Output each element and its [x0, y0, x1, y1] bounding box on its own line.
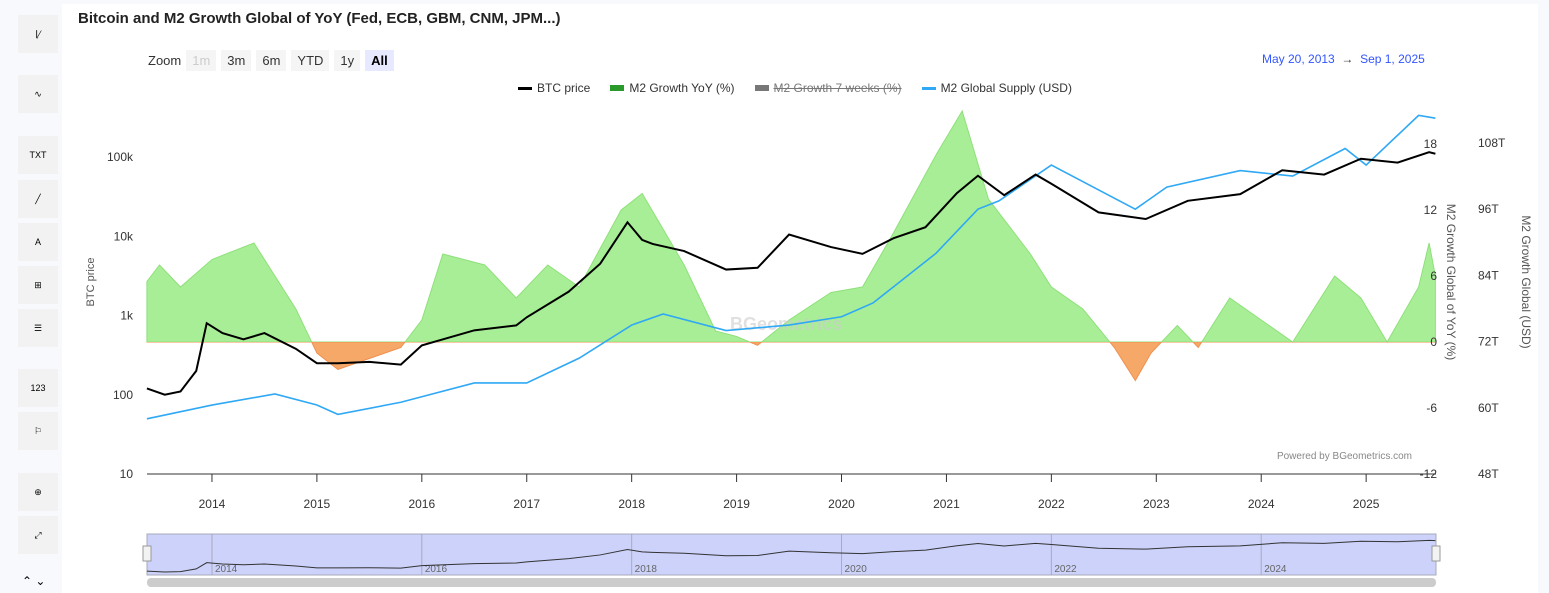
- zoom-6m-button[interactable]: 6m: [256, 50, 287, 71]
- y-left-title: BTC price: [85, 258, 97, 307]
- line-tool-button[interactable]: ╱: [18, 180, 58, 218]
- y-right2-tick-label: 96T: [1478, 202, 1499, 216]
- y-right1-tick-label: -12: [1420, 467, 1438, 481]
- zoom-1m-button[interactable]: 1m: [186, 50, 217, 71]
- m2-yoy-negative-area: [146, 342, 1436, 382]
- legend-label: M2 Global Supply (USD): [940, 81, 1072, 95]
- x-tick-label: 2017: [513, 497, 540, 511]
- navigator-tick-label: 2014: [215, 564, 238, 575]
- btc-price-line: [146, 151, 1436, 396]
- navigator-tick-label: 2018: [635, 564, 658, 575]
- legend-label: M2 Growth 7 weeks (%): [773, 81, 902, 95]
- fibonacci-button[interactable]: ☰: [18, 309, 58, 347]
- navigator-selection: [146, 533, 1437, 576]
- x-tick-label: 2014: [199, 497, 226, 511]
- x-tick-label: 2015: [304, 497, 331, 511]
- chart-title: Bitcoin and M2 Growth Global of YoY (Fed…: [78, 10, 561, 27]
- y-right2-title: M2 Growth Global (USD): [1519, 215, 1533, 348]
- navigator-series: [146, 539, 1436, 573]
- y-right2-tick-label: 60T: [1478, 401, 1499, 415]
- lines-icon: ∿: [34, 88, 42, 99]
- triangle-icon: A: [34, 237, 41, 247]
- m2-yoy-positive-area: [146, 109, 1436, 342]
- indicator-icon: ⌊⁄: [35, 28, 41, 39]
- txt-icon: TXT: [29, 150, 47, 160]
- crosshair-icon: ⊞: [34, 279, 42, 290]
- x-tick-label: 2020: [828, 497, 855, 511]
- vertical-counter-button[interactable]: 123: [18, 369, 58, 407]
- x-tick-label: 2019: [723, 497, 750, 511]
- indicators-button[interactable]: ⌊⁄: [18, 15, 58, 53]
- zoom-ytd-button[interactable]: YTD: [291, 50, 330, 71]
- m2-supply-line: [146, 114, 1436, 420]
- x-tick-label: 2016: [408, 497, 435, 511]
- navigator-tick-label: 2020: [845, 564, 868, 575]
- legend-btc[interactable]: BTC price: [518, 81, 590, 95]
- y-right2-tick-label: 84T: [1478, 268, 1499, 282]
- date-range: May 20, 2013 → Sep 1, 2025: [1262, 52, 1425, 66]
- x-tick-label: 2021: [933, 497, 960, 511]
- y-left-tick-label: 10k: [114, 229, 134, 243]
- y-right2-tick-label: 108T: [1478, 136, 1506, 150]
- range-selector: Zoom 1m 3m 6m YTD 1y All: [148, 50, 394, 71]
- compare-button[interactable]: ∿: [18, 75, 58, 113]
- legend-m2-7w[interactable]: M2 Growth 7 weeks (%): [754, 81, 902, 95]
- legend-m2-supply[interactable]: M2 Global Supply (USD): [921, 81, 1072, 95]
- y-left-tick-label: 1k: [120, 309, 134, 323]
- navigator-tick-label: 2016: [425, 564, 448, 575]
- y-left-tick-label: 100k: [107, 150, 134, 164]
- counter-icon: 123: [30, 383, 46, 393]
- navigator-tick-label: 2022: [1054, 564, 1077, 575]
- x-tick-label: 2024: [1248, 497, 1275, 511]
- zoom-icon: ⊕: [34, 486, 42, 497]
- zoom-1y-button[interactable]: 1y: [334, 50, 361, 71]
- flag-button[interactable]: ⚐: [18, 412, 58, 450]
- legend-m2-yoy[interactable]: M2 Growth YoY (%): [610, 81, 735, 95]
- chart-panel: [62, 4, 1538, 593]
- y-right2-tick-label: 72T: [1478, 335, 1499, 349]
- toolbar-scroll[interactable]: ⌃ ⌄: [22, 574, 46, 588]
- y-right1-tick-label: 18: [1424, 137, 1438, 151]
- y-right1-tick-label: 6: [1430, 269, 1437, 283]
- legend-label: M2 Growth YoY (%): [629, 81, 735, 95]
- line-icon: ╱: [35, 193, 41, 204]
- legend: BTC price M2 Growth YoY (%) M2 Growth 7 …: [518, 81, 1072, 95]
- triangle-tool-button[interactable]: A: [18, 223, 58, 261]
- range-to-input[interactable]: Sep 1, 2025: [1360, 52, 1425, 66]
- zoom-label: Zoom: [148, 53, 182, 68]
- navigator-tick-label: 2024: [1264, 564, 1287, 575]
- zoom-3m-button[interactable]: 3m: [221, 50, 252, 71]
- credits: Powered by BGeometrics.com: [1277, 451, 1412, 462]
- y-right1-tick-label: 12: [1424, 203, 1438, 217]
- y-right1-title: M2 Growth Global of YoY (%): [1444, 204, 1458, 361]
- navigator-handle-left[interactable]: [142, 545, 152, 562]
- fullscreen-button[interactable]: ⤢: [18, 516, 58, 554]
- grid-lines-icon: ☰: [33, 322, 43, 333]
- y-left-tick-label: 10: [120, 467, 134, 481]
- x-tick-label: 2022: [1038, 497, 1065, 511]
- y-right1-tick-label: -6: [1426, 401, 1437, 415]
- navigator-scrollbar[interactable]: [147, 578, 1436, 587]
- text-annotation-button[interactable]: TXT: [18, 136, 58, 174]
- x-tick-label: 2023: [1143, 497, 1170, 511]
- zoom-all-button[interactable]: All: [365, 50, 394, 71]
- y-right1-tick-label: 0: [1430, 335, 1437, 349]
- x-tick-label: 2018: [618, 497, 645, 511]
- legend-label: BTC price: [537, 81, 591, 95]
- watermark: BGeometrics: [730, 314, 842, 334]
- y-right2-tick-label: 48T: [1478, 467, 1499, 481]
- zoom-change-button[interactable]: ⊕: [18, 473, 58, 511]
- fullscreen-icon: ⤢: [34, 529, 42, 540]
- measure-button[interactable]: ⊞: [18, 266, 58, 304]
- range-from-input[interactable]: May 20, 2013: [1262, 52, 1335, 66]
- flag-icon: ⚐: [33, 425, 43, 436]
- range-arrow: →: [1341, 52, 1354, 66]
- y-left-tick-label: 100: [113, 388, 133, 402]
- x-tick-label: 2025: [1353, 497, 1380, 511]
- navigator-handle-right[interactable]: [1431, 545, 1441, 562]
